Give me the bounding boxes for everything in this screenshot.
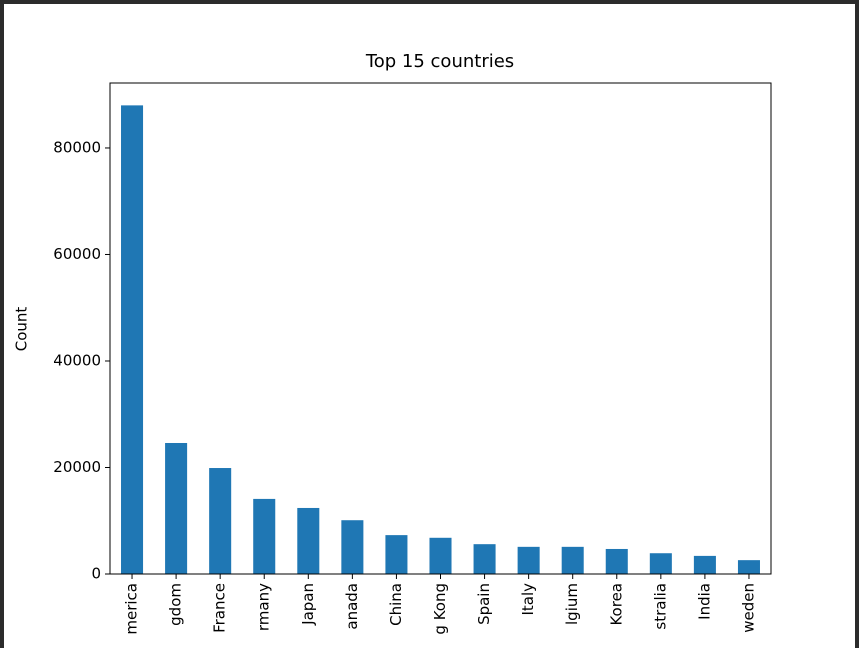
bar: [649, 553, 672, 574]
y-tick-label: 60000: [53, 245, 101, 263]
bar: [253, 498, 276, 574]
x-tick-label: anada: [343, 583, 361, 630]
bar: [737, 560, 760, 574]
x-tick-label: India: [695, 583, 713, 620]
x-tick-label: g Kong: [431, 583, 449, 635]
x-tick-label: gdom: [167, 583, 185, 626]
bar: [605, 548, 628, 574]
x-tick-label: China: [387, 583, 405, 626]
x-tick-label: Japan: [299, 583, 317, 626]
y-axis-label: Count: [13, 307, 31, 352]
bar: [693, 555, 716, 574]
x-tick-label: France: [211, 583, 229, 633]
bar: [121, 105, 144, 575]
x-tick-label: lgium: [563, 583, 581, 625]
x-tick-label: merica: [123, 583, 141, 635]
y-tick-label: 20000: [53, 458, 101, 476]
bar: [341, 520, 364, 574]
bar: [517, 546, 540, 574]
y-tick-label: 0: [91, 565, 101, 583]
x-tick-label: Spain: [475, 583, 493, 625]
bar: [385, 535, 408, 574]
y-tick-label: 40000: [53, 351, 101, 369]
bar: [473, 544, 496, 574]
bar: [297, 507, 320, 574]
bar: [429, 537, 452, 574]
y-tick-label: 80000: [53, 138, 101, 156]
chart-title: Top 15 countries: [365, 51, 514, 72]
x-tick-label: Korea: [607, 583, 625, 626]
bar: [165, 442, 188, 574]
x-tick-label: rmany: [255, 583, 273, 631]
x-tick-label: stralia: [651, 583, 669, 630]
bar: [561, 546, 584, 574]
plot-frame: [109, 82, 772, 575]
bar: [209, 468, 232, 574]
x-tick-label: weden: [739, 583, 757, 633]
x-tick-label: Italy: [519, 583, 537, 616]
